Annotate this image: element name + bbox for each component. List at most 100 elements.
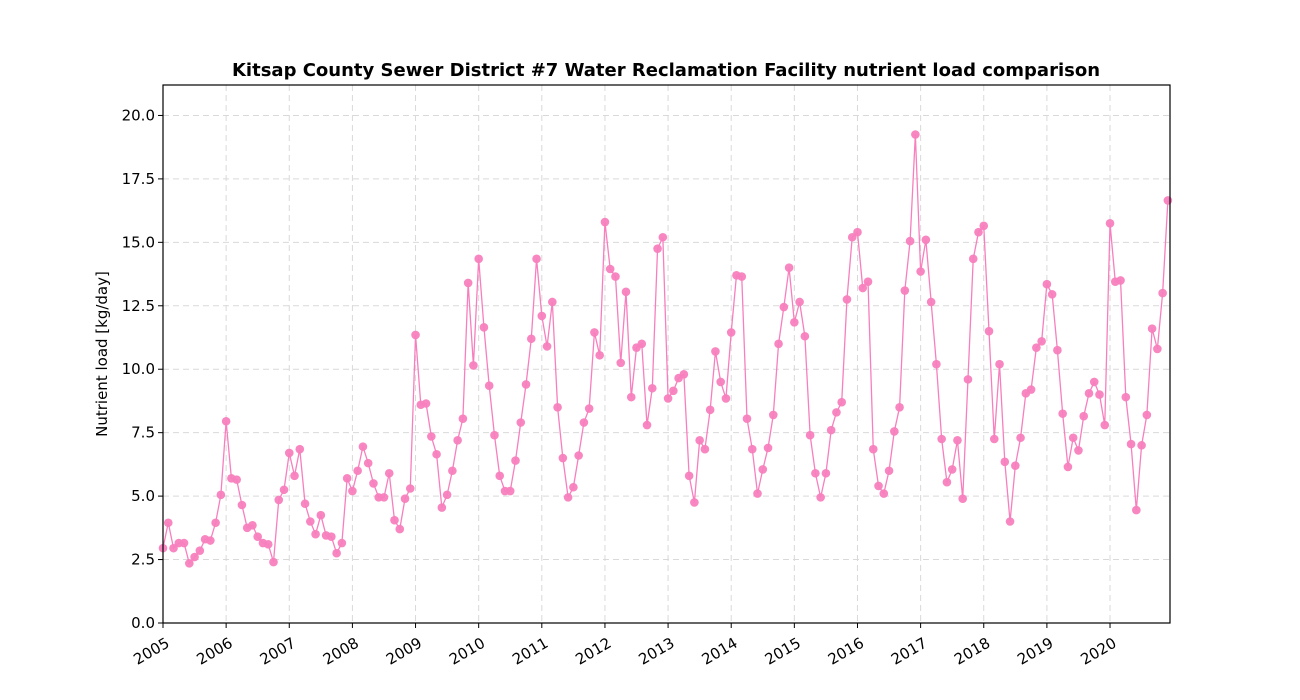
- data-point: [1163, 196, 1173, 205]
- data-point: [479, 323, 489, 332]
- tick-layer: 0.0 2.5 5.0 7.5 10.0 12.5 15.0 17.5 20.0 2005 2006…: [122, 106, 1120, 668]
- data-point: [290, 471, 299, 481]
- data-point: [816, 493, 825, 502]
- data-point: [495, 471, 505, 481]
- data-point: [826, 425, 836, 435]
- data-point: [1116, 276, 1125, 285]
- data-point: [384, 468, 394, 478]
- data-point: [1126, 439, 1136, 449]
- y-tick-label: 10.0: [122, 360, 155, 378]
- data-point: [784, 263, 794, 273]
- data-point: [1011, 461, 1020, 470]
- data-point: [584, 404, 594, 413]
- data-point: [884, 466, 894, 476]
- data-point: [1000, 457, 1010, 467]
- data-point: [858, 283, 868, 293]
- data-point: [958, 494, 968, 503]
- y-tick-label: 15.0: [122, 233, 155, 251]
- data-point: [874, 481, 883, 491]
- x-tick-label: 2006: [194, 634, 236, 669]
- data-point: [879, 489, 889, 498]
- data-point: [774, 339, 783, 349]
- data-point: [953, 435, 962, 445]
- data-point: [753, 489, 762, 498]
- data-point: [621, 287, 631, 297]
- data-point: [537, 311, 547, 321]
- x-tick-label: 2018: [951, 634, 993, 669]
- data-point: [695, 435, 704, 445]
- data-point: [411, 330, 420, 340]
- data-point: [395, 524, 405, 534]
- data-point: [1026, 385, 1036, 394]
- data-point: [647, 383, 657, 393]
- data-point: [1089, 377, 1099, 387]
- data-point: [263, 540, 273, 549]
- data-point: [890, 427, 899, 436]
- data-point: [206, 536, 215, 545]
- x-tick-label: 2019: [1014, 634, 1056, 669]
- data-point: [600, 217, 610, 227]
- x-tick-label: 2009: [383, 634, 425, 669]
- data-point: [916, 267, 925, 276]
- data-point: [1100, 420, 1110, 430]
- data-point: [300, 499, 310, 509]
- data-point: [163, 518, 173, 528]
- data-point: [653, 244, 662, 253]
- data-point: [563, 493, 573, 502]
- data-point: [448, 466, 457, 476]
- data-point: [1058, 409, 1067, 418]
- data-point: [995, 359, 1004, 369]
- data-point: [758, 465, 768, 474]
- data-point: [306, 517, 315, 526]
- data-point: [663, 394, 673, 403]
- data-point: [390, 515, 399, 525]
- data-point: [742, 414, 752, 424]
- data-point: [269, 557, 278, 567]
- data-point: [1158, 288, 1167, 298]
- data-point: [790, 317, 799, 327]
- x-tick-label: 2013: [636, 634, 678, 669]
- data-point: [405, 484, 415, 493]
- marker-layer: [158, 130, 1173, 568]
- data-point: [353, 466, 362, 476]
- data-point: [684, 471, 694, 481]
- x-tick-label: 2017: [888, 634, 930, 669]
- data-point: [700, 444, 710, 454]
- data-point: [1042, 279, 1052, 289]
- data-point: [705, 405, 715, 415]
- data-point: [1016, 433, 1025, 443]
- data-point: [179, 538, 189, 548]
- data-point: [921, 235, 931, 245]
- data-point: [1074, 446, 1083, 455]
- data-point: [942, 477, 952, 487]
- data-point: [327, 532, 336, 542]
- data-point: [721, 394, 731, 403]
- y-tick-label: 5.0: [131, 487, 155, 505]
- data-point: [853, 227, 862, 237]
- data-point: [1105, 219, 1115, 228]
- data-point: [637, 339, 647, 349]
- data-point: [532, 254, 541, 264]
- x-tick-label: 2015: [762, 634, 804, 669]
- data-point: [574, 451, 583, 460]
- data-point: [832, 408, 841, 417]
- data-point: [737, 272, 747, 281]
- data-point: [432, 449, 441, 459]
- y-tick-label: 12.5: [122, 297, 155, 315]
- data-point: [795, 297, 804, 307]
- data-point: [979, 221, 989, 231]
- data-point: [358, 442, 368, 451]
- data-point: [779, 302, 789, 312]
- data-point: [1005, 517, 1015, 526]
- data-point: [437, 503, 447, 512]
- data-point: [548, 297, 557, 307]
- data-point: [968, 254, 978, 264]
- data-point: [679, 370, 689, 379]
- data-point: [463, 278, 473, 288]
- data-point: [253, 532, 262, 542]
- data-point: [284, 448, 294, 458]
- data-point: [505, 486, 515, 496]
- x-tick-label: 2010: [446, 634, 488, 669]
- data-point: [1132, 505, 1141, 515]
